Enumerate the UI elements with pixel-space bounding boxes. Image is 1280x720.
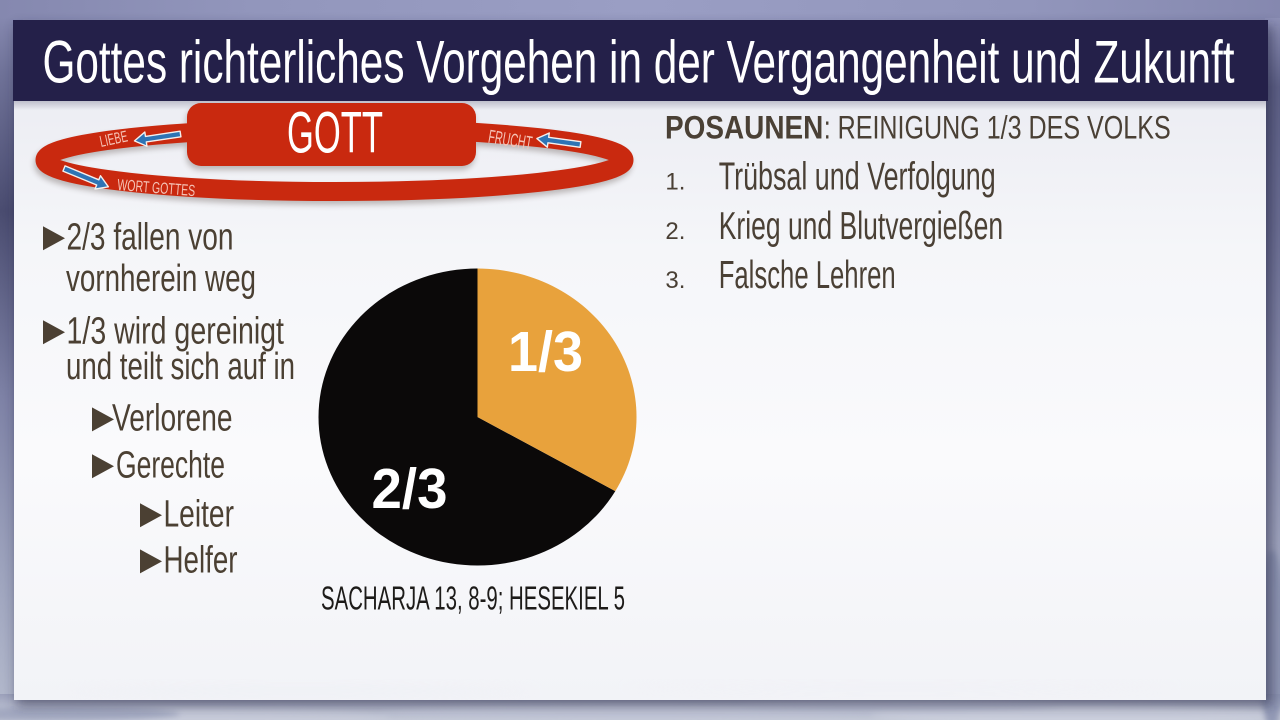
svg-text:Gerechte: Gerechte: [116, 445, 225, 487]
svg-text:SACHARJA 13, 8-9; HESEKIEL 5: SACHARJA 13, 8-9; HESEKIEL 5: [321, 579, 625, 616]
svg-text:Trübsal und Verfolgung: Trübsal und Verfolgung: [719, 156, 996, 199]
svg-text:Krieg und Blutvergießen: Krieg und Blutvergießen: [719, 205, 1003, 248]
svg-text:LIEBE: LIEBE: [98, 128, 129, 150]
svg-text:1/3 wird gereinigt: 1/3 wird gereinigt: [67, 311, 285, 353]
svg-text:GOTT: GOTT: [287, 101, 383, 166]
svg-text:Verlorene: Verlorene: [112, 398, 233, 440]
svg-text:2/3: 2/3: [372, 457, 448, 521]
svg-text:Helfer: Helfer: [164, 540, 238, 582]
svg-text:vornherein weg: vornherein weg: [66, 258, 256, 300]
svg-text:: REINIGUNG 1/3 DES VOLKS: : REINIGUNG 1/3 DES VOLKS: [824, 110, 1171, 146]
svg-text:2.: 2.: [665, 218, 685, 245]
svg-text:3.: 3.: [665, 267, 685, 294]
svg-text:POSAUNEN: POSAUNEN: [665, 110, 823, 146]
svg-text:1/3: 1/3: [508, 320, 583, 384]
svg-text:Falsche Lehren: Falsche Lehren: [719, 254, 896, 297]
svg-text:Leiter: Leiter: [164, 493, 235, 535]
svg-text:1.: 1.: [665, 169, 685, 196]
svg-text:2/3 fallen von: 2/3 fallen von: [67, 217, 234, 259]
svg-text:WORT GOTTES: WORT GOTTES: [117, 177, 196, 200]
svg-text:und teilt sich auf in: und teilt sich auf in: [66, 346, 295, 388]
svg-text:Gottes richterliches Vorgehen: Gottes richterliches Vorgehen in der Ver…: [43, 29, 1235, 96]
